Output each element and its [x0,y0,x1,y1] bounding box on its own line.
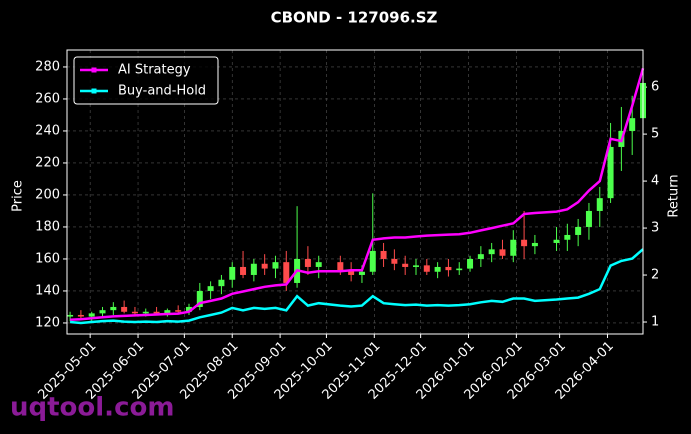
candle-body [315,262,322,267]
candle-body [175,310,182,312]
candle-body [412,265,419,267]
candle-body [110,306,117,311]
candle-body [488,249,495,255]
candle-body [164,310,171,314]
y-tick-label: 140 [35,283,60,298]
candle-body [402,263,409,267]
candle-body [272,262,279,269]
candle-body [477,254,484,259]
candle-body [283,262,290,283]
candle-body [510,239,517,256]
candle-body [423,265,430,272]
y-tick-label: 220 [35,155,60,170]
y2-tick-label: 4 [651,174,659,189]
candle-body [358,271,365,275]
candle-body [250,263,257,275]
watermark: uqtool.com [10,393,174,423]
candle-body [553,239,560,243]
candle-body [67,314,74,317]
y-tick-label: 120 [35,315,60,330]
candle-body [585,210,592,227]
legend-label: Buy-and-Hold [118,84,206,99]
y2-tick-label: 5 [651,127,659,142]
candle-body [229,266,236,280]
candle-body [380,250,387,259]
chart-title: CBOND - 127096.SZ [271,9,438,27]
candle-body [596,198,603,211]
candle-body [531,242,538,247]
return-line [69,248,644,325]
legend-box [73,56,219,105]
candle-body [196,290,203,307]
candle-body [121,306,128,312]
candle-body [564,234,571,240]
candle-body [467,258,474,269]
legend-marker [91,88,97,94]
candle-body [153,311,160,314]
candle-body [77,314,84,317]
candle-body [445,266,452,271]
candle-body [369,250,376,272]
candle-body [240,266,247,275]
return-line [70,67,645,321]
y-tick-label: 200 [35,187,60,202]
candle-body [337,262,344,271]
candle-body [456,268,463,271]
candle-body [99,310,106,314]
y-tick-label: 240 [35,123,60,138]
candle-body [261,263,268,269]
plot-frame [66,49,644,335]
legend-marker [91,67,97,73]
legend-label: AI Strategy [118,63,191,78]
candle-body [521,239,528,247]
candle-body [434,266,441,272]
y2-tick-label: 1 [651,315,659,330]
y2-tick-label: 2 [651,268,659,283]
candle-body [304,258,311,267]
candle-body [575,226,582,235]
y2-tick-label: 3 [651,221,659,236]
candle-body [88,313,95,317]
candle-body [185,306,192,312]
y-tick-label: 160 [35,251,60,266]
candle-body [499,249,506,256]
candle-body [391,258,398,264]
candle-body [629,118,636,131]
candle-body [142,311,149,314]
y-tick-label: 280 [35,59,60,74]
y-tick-label: 180 [35,219,60,234]
y-tick-label: 260 [35,91,60,106]
y2-tick-label: 6 [651,80,659,95]
y2-axis-label: Return [667,174,682,217]
candle-body [207,286,214,291]
y-axis-label: Price [11,180,26,212]
candle-body [218,279,225,287]
legend: AI Strategy Buy-and-Hold [73,56,219,105]
candle-body [131,311,138,314]
candle-body [348,270,355,275]
candle-body [607,146,614,199]
